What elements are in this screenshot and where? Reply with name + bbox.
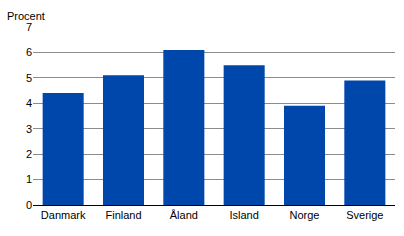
svg-text:Sverige: Sverige	[346, 209, 383, 221]
svg-text:3: 3	[26, 123, 32, 135]
svg-text:Procent: Procent	[7, 10, 45, 22]
svg-text:0: 0	[26, 199, 32, 211]
svg-text:Åland: Åland	[170, 209, 198, 221]
svg-text:Finland: Finland	[105, 209, 141, 221]
svg-text:Island: Island	[229, 209, 258, 221]
svg-text:6: 6	[26, 46, 32, 58]
svg-text:Danmark: Danmark	[41, 209, 86, 221]
svg-text:1: 1	[26, 173, 32, 185]
svg-text:2: 2	[26, 148, 32, 160]
svg-text:7: 7	[26, 21, 32, 33]
svg-text:5: 5	[26, 72, 32, 84]
svg-text:4: 4	[26, 97, 32, 109]
svg-text:Norge: Norge	[290, 209, 320, 221]
